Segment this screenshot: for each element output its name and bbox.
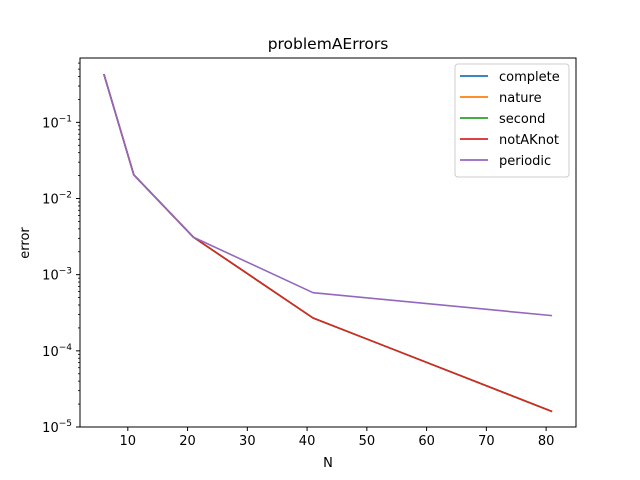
y-tick-label: 10−2 — [42, 191, 72, 208]
legend-label: complete — [499, 70, 560, 85]
x-tick-label: 70 — [478, 434, 495, 449]
x-tick-label: 80 — [538, 434, 555, 449]
y-tick-label: 10−5 — [42, 419, 72, 436]
series-line-periodic — [103, 73, 553, 317]
legend-label: periodic — [499, 154, 551, 169]
legend-label: nature — [499, 91, 542, 106]
x-tick-label: 40 — [299, 434, 316, 449]
legend-label: notAKnot — [499, 133, 559, 148]
y-axis: 10−5 10−4 10−3 10−2 10−1 — [42, 62, 80, 436]
plot-area — [103, 73, 553, 413]
axes-frame — [79, 57, 577, 428]
x-tick-label: 50 — [359, 434, 376, 449]
y-tick-label: 10−4 — [42, 343, 72, 360]
x-tick-label: 20 — [179, 434, 196, 449]
x-tick-label: 30 — [239, 434, 256, 449]
y-axis-label: error — [18, 227, 33, 259]
x-tick-label: 60 — [418, 434, 435, 449]
x-axis-label: N — [323, 456, 333, 471]
legend: complete nature second notAKnot periodic — [454, 63, 570, 178]
x-axis: 10 20 30 40 50 60 70 80 — [120, 427, 555, 449]
legend-label: second — [499, 112, 545, 127]
x-tick-label: 10 — [120, 434, 137, 449]
y-tick-label: 10−1 — [42, 114, 72, 131]
legend-box — [454, 63, 570, 178]
y-tick-label: 10−3 — [42, 267, 72, 284]
chart-title: problemAErrors — [268, 35, 389, 53]
